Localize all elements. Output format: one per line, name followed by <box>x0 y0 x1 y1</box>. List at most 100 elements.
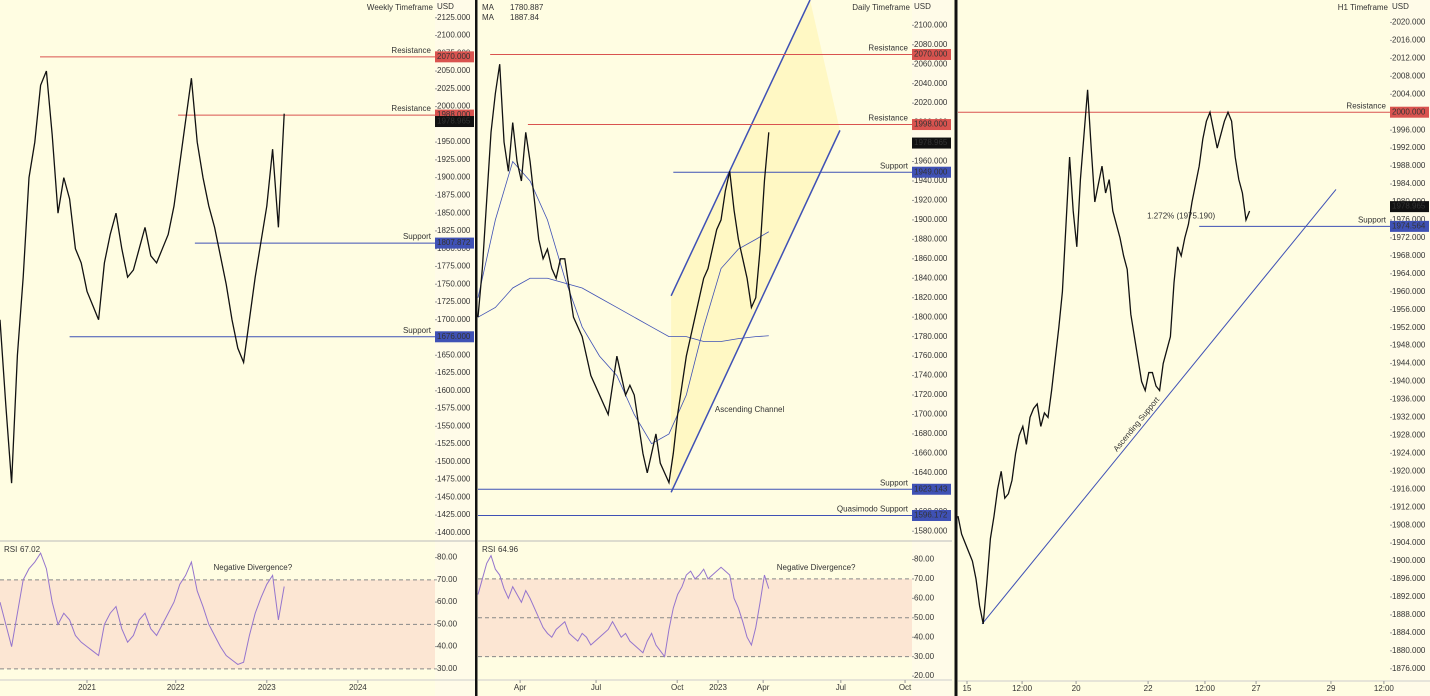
y-tick-label: 1900.000 <box>437 173 471 182</box>
level-price: 1623.143 <box>914 484 948 493</box>
level-price: 2070.000 <box>437 52 471 61</box>
y-tick-label: 1880.000 <box>914 234 948 243</box>
y-tick-label: 1976.000 <box>1392 215 1426 224</box>
y-tick-label: 1904.000 <box>1392 538 1426 547</box>
y-tick-label: 1475.000 <box>437 475 471 484</box>
y-tick-label: 1820.000 <box>914 293 948 302</box>
y-tick-label: 1500.000 <box>437 457 471 466</box>
y-tick-label: 1925.000 <box>437 155 471 164</box>
y-tick-label: 1924.000 <box>1392 448 1426 457</box>
level-name: Resistance <box>391 46 431 55</box>
rsi-value: 64.96 <box>498 545 519 554</box>
level-box <box>435 109 474 121</box>
level-name: Support <box>880 161 909 170</box>
price-line <box>957 89 1251 625</box>
y-tick-label: 1600.000 <box>437 386 471 395</box>
y-tick-label: 40.00 <box>437 642 458 651</box>
y-tick-label: 1968.000 <box>1392 251 1426 260</box>
y-tick-label: 1932.000 <box>1392 413 1426 422</box>
y-tick-label: 1625.000 <box>437 368 471 377</box>
y-tick-label: 2100.000 <box>914 20 948 29</box>
level-price: 1807.872 <box>437 238 471 247</box>
y-tick-label: 30.00 <box>914 652 935 661</box>
price-axis-bg <box>912 0 952 696</box>
y-tick-label: 1916.000 <box>1392 484 1426 493</box>
trend-line <box>981 189 1337 625</box>
y-tick-label: 1800.000 <box>914 312 948 321</box>
channel-fill <box>671 0 840 493</box>
y-tick-label: 1936.000 <box>1392 395 1426 404</box>
level-box <box>435 237 474 249</box>
level-box <box>435 331 474 343</box>
level-box <box>912 119 951 131</box>
y-tick-label: 1840.000 <box>914 273 948 282</box>
y-tick-label: 70.00 <box>437 575 458 584</box>
y-tick-label: 1760.000 <box>914 351 948 360</box>
x-tick-label: Jul <box>836 683 846 692</box>
rsi-name: RSI <box>4 545 17 554</box>
y-tick-label: 50.00 <box>437 619 458 628</box>
y-tick-label: 1896.000 <box>1392 574 1426 583</box>
level-price: 1676.000 <box>437 332 471 341</box>
y-tick-label: 1700.000 <box>437 315 471 324</box>
y-tick-label: 2060.000 <box>914 59 948 68</box>
rsi-value: 67.02 <box>20 545 41 554</box>
x-tick-label: 2023 <box>709 683 727 692</box>
y-tick-label: 30.00 <box>437 664 458 673</box>
y-tick-label: 1884.000 <box>1392 628 1426 637</box>
y-tick-label: 1920.000 <box>1392 466 1426 475</box>
channel-label: Ascending Channel <box>715 405 785 414</box>
y-tick-label: 2080.000 <box>914 40 948 49</box>
y-tick-label: 2025.000 <box>437 84 471 93</box>
last-price: 1978.965 <box>437 117 471 126</box>
y-tick-label: 1740.000 <box>914 371 948 380</box>
level-box <box>912 48 951 60</box>
y-tick-label: 1580.000 <box>914 526 948 535</box>
y-tick-label: 50.00 <box>914 613 935 622</box>
y-tick-label: 60.00 <box>914 593 935 602</box>
y-tick-label: 1992.000 <box>1392 143 1426 152</box>
y-tick-label: 1875.000 <box>437 191 471 200</box>
y-tick-label: 1892.000 <box>1392 592 1426 601</box>
currency: USD <box>914 2 931 11</box>
y-tick-label: 1850.000 <box>437 208 471 217</box>
y-tick-label: 1920.000 <box>914 196 948 205</box>
chart-title: Daily Timeframe <box>852 3 910 12</box>
y-tick-label: 1750.000 <box>437 279 471 288</box>
x-tick-label: 27 <box>1252 684 1261 693</box>
y-tick-label: 1425.000 <box>437 510 471 519</box>
y-tick-label: 1952.000 <box>1392 323 1426 332</box>
y-tick-label: 1876.000 <box>1392 664 1426 673</box>
channel-line <box>670 130 841 493</box>
chart-title: H1 Timeframe <box>1338 3 1389 12</box>
ma-value: 1887.84 <box>510 13 539 22</box>
y-tick-label: 1775.000 <box>437 262 471 271</box>
y-tick-label: 1880.000 <box>1392 646 1426 655</box>
y-tick-label: 2020.000 <box>1392 18 1426 27</box>
level-price: 1596.172 <box>914 511 948 520</box>
y-tick-label: 2008.000 <box>1392 71 1426 80</box>
rsi-line <box>477 554 770 658</box>
rsi-annotation: Negative Divergence? <box>213 563 292 572</box>
x-tick-label: 22 <box>1144 684 1153 693</box>
level-name: Quasimodo Support <box>837 505 909 514</box>
currency: USD <box>437 2 454 11</box>
level-name: Support <box>403 232 432 241</box>
y-tick-label: 2125.000 <box>437 13 471 22</box>
y-tick-label: 80.00 <box>914 555 935 564</box>
price-line <box>477 64 770 485</box>
rsi-name: RSI <box>482 545 495 554</box>
y-tick-label: 1725.000 <box>437 297 471 306</box>
y-tick-label: 1660.000 <box>914 449 948 458</box>
level-box <box>912 166 951 178</box>
y-tick-label: 2050.000 <box>437 66 471 75</box>
ma-name: MA <box>482 3 495 12</box>
y-tick-label: 1640.000 <box>914 468 948 477</box>
y-tick-label: 2016.000 <box>1392 36 1426 45</box>
y-tick-label: 20.00 <box>914 671 935 680</box>
x-tick-label: 2024 <box>349 683 367 692</box>
level-name: Resistance <box>868 114 908 123</box>
y-tick-label: 40.00 <box>914 632 935 641</box>
level-box <box>1390 220 1429 232</box>
